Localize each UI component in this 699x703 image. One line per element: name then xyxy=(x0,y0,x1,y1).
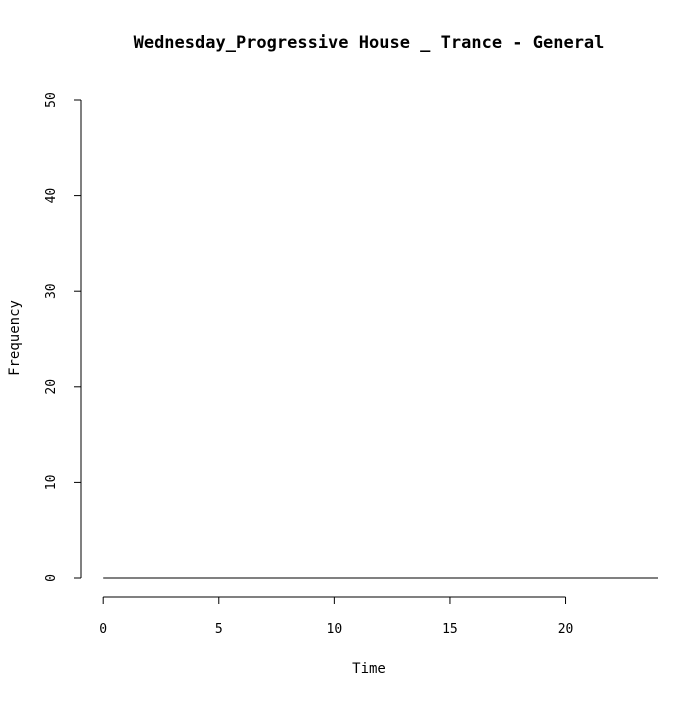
y-tick-label: 0 xyxy=(44,574,59,582)
y-tick-label: 30 xyxy=(44,283,59,299)
x-tick-label: 15 xyxy=(442,622,458,637)
y-axis-ticks: 0 10 20 30 40 50 xyxy=(44,92,81,582)
x-axis-ticks: 0 5 10 15 20 xyxy=(99,597,573,637)
x-tick-label: 10 xyxy=(327,622,343,637)
y-axis-label: Frequency xyxy=(7,300,23,376)
x-tick-label: 20 xyxy=(558,622,574,637)
y-tick-label: 20 xyxy=(44,379,59,395)
x-axis-label: Time xyxy=(352,661,386,677)
x-tick-label: 5 xyxy=(215,622,223,637)
chart-title: Wednesday_Progressive House _ Trance - G… xyxy=(134,33,605,53)
y-tick-label: 40 xyxy=(44,188,59,204)
y-tick-label: 50 xyxy=(44,92,59,108)
y-tick-label: 10 xyxy=(44,475,59,491)
x-tick-label: 0 xyxy=(99,622,107,637)
